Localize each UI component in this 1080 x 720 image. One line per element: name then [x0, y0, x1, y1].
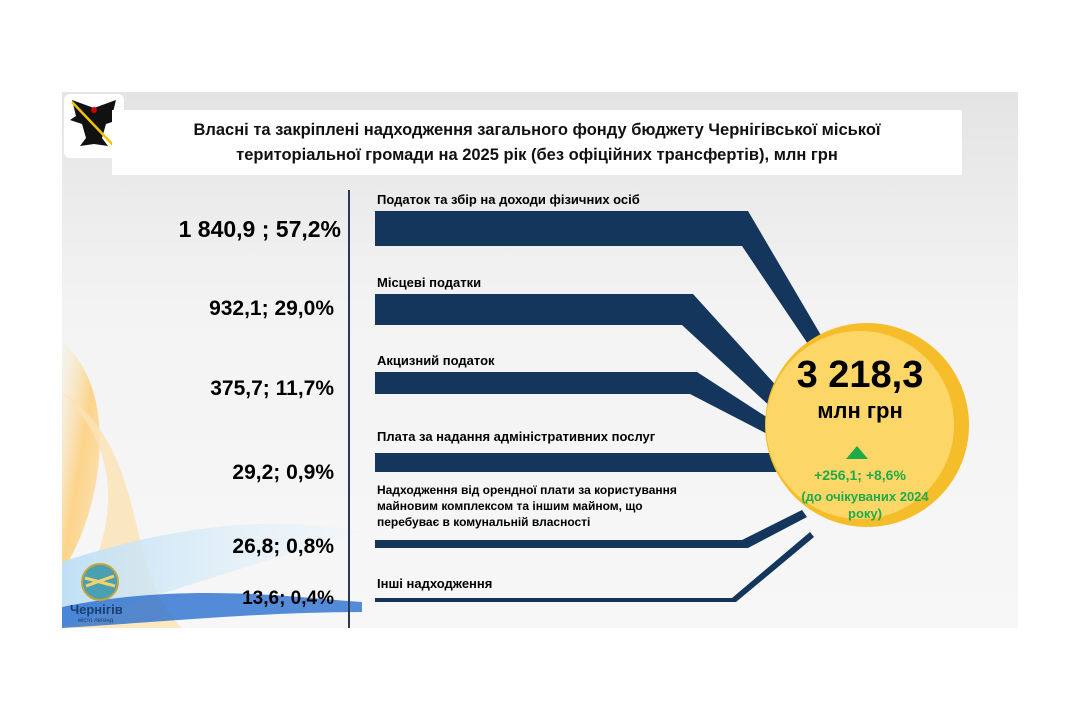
slide: Власні та закріплені надходження загальн…: [62, 92, 1018, 628]
flow-bar-admin-fees: [375, 453, 782, 472]
divider-line: [348, 190, 350, 628]
background-swoosh: [62, 342, 362, 628]
title-box: Власні та закріплені надходження загальн…: [112, 110, 962, 175]
item-value: 375,7; 11,7%: [210, 377, 334, 400]
item-label: Місцеві податки: [377, 275, 482, 290]
item-value: 26,8; 0,8%: [232, 535, 334, 558]
flow-bar-rent: [375, 510, 807, 548]
city-logo-name: Чернігів: [70, 602, 123, 617]
item-value: 13,6; 0,4%: [242, 588, 334, 609]
city-logo-icon: [81, 563, 119, 601]
item-value: 932,1; 29,0%: [209, 297, 334, 320]
flow-bar-pdfo: [375, 211, 822, 347]
item-label: Надходження від орендної плати за корист…: [377, 483, 677, 529]
item-label: Податок та збір на доходи фізичних осіб: [377, 192, 640, 207]
total-value: 3 218,3: [796, 354, 924, 396]
city-logo-tagline: місто легенд: [78, 618, 114, 624]
item-value: 29,2; 0,9%: [232, 461, 334, 484]
triangle-up-icon: [846, 446, 868, 459]
flow-diagram: [375, 211, 969, 602]
growth-note: (до очікуваних 2024 року): [801, 489, 929, 521]
item-label: Плата за надання адміністративних послуг: [377, 429, 656, 444]
growth-value: +256,1; +8,6%: [814, 467, 906, 483]
slide-title: Власні та закріплені надходження загальн…: [193, 120, 881, 164]
item-label: Інші надходження: [377, 576, 493, 591]
flow-bar-excise: [375, 372, 782, 439]
item-label: Акцизний податок: [377, 353, 495, 368]
total-unit: млн грн: [817, 398, 903, 423]
flow-bar-local-taxes: [375, 294, 782, 410]
item-value: 1 840,9 ; 57,2%: [178, 216, 341, 242]
